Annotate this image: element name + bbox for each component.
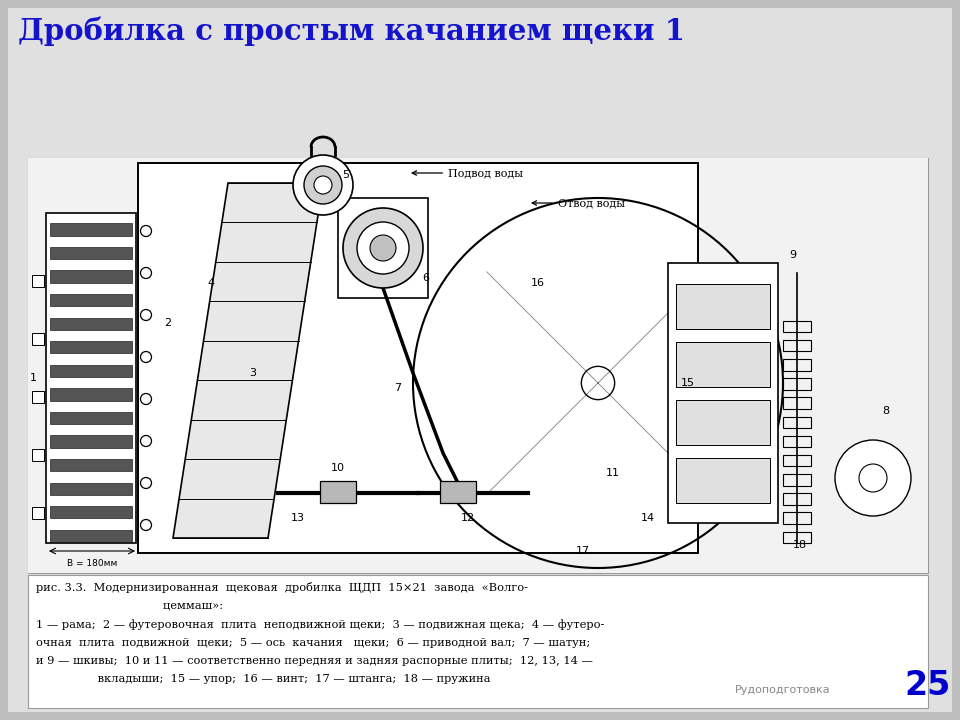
Text: 9: 9 — [789, 250, 797, 260]
Text: Дробилка с простым качанием щеки 1: Дробилка с простым качанием щеки 1 — [18, 17, 685, 47]
Bar — [50, 459, 132, 472]
Bar — [783, 531, 811, 543]
Text: 11: 11 — [606, 468, 620, 478]
FancyBboxPatch shape — [8, 8, 952, 712]
Circle shape — [140, 520, 152, 531]
Text: 7: 7 — [395, 383, 401, 393]
Text: 25: 25 — [905, 669, 951, 702]
Text: 16: 16 — [531, 278, 545, 288]
Bar — [50, 506, 132, 518]
Bar — [676, 342, 770, 387]
Text: 8: 8 — [882, 406, 890, 416]
Circle shape — [357, 222, 409, 274]
Circle shape — [140, 310, 152, 320]
Bar — [32, 449, 44, 461]
Bar — [50, 482, 132, 495]
Bar — [50, 247, 132, 259]
Text: 18: 18 — [793, 540, 807, 550]
Bar — [676, 400, 770, 445]
Bar — [783, 320, 811, 332]
Bar — [32, 275, 44, 287]
Circle shape — [314, 176, 332, 194]
Bar — [50, 388, 132, 400]
Text: Подвод воды: Подвод воды — [412, 168, 523, 178]
Text: 1: 1 — [30, 373, 36, 383]
Bar — [320, 481, 356, 503]
Bar — [28, 575, 928, 708]
Circle shape — [370, 235, 396, 261]
Text: 2: 2 — [164, 318, 172, 328]
Text: 4: 4 — [207, 278, 215, 288]
Bar — [783, 455, 811, 467]
Circle shape — [293, 155, 353, 215]
Circle shape — [304, 166, 342, 204]
Text: цеммаш»:: цеммаш»: — [36, 600, 223, 611]
Text: 1 — рама;  2 — футеровочная  плита  неподвижной щеки;  3 — подвижная щека;  4 — : 1 — рама; 2 — футеровочная плита неподви… — [36, 619, 605, 630]
Bar — [28, 158, 928, 573]
Circle shape — [343, 208, 423, 288]
Bar — [783, 378, 811, 390]
Circle shape — [140, 477, 152, 488]
Bar — [28, 158, 928, 573]
Circle shape — [140, 394, 152, 405]
Text: рис. 3.3.  Модернизированная  щековая  дробилка  ЩДП  15×21  завода  «Волго-: рис. 3.3. Модернизированная щековая дроб… — [36, 582, 528, 593]
Bar — [50, 271, 132, 283]
Bar — [46, 213, 136, 543]
Bar — [783, 513, 811, 524]
Text: 12: 12 — [461, 513, 475, 523]
Bar — [50, 318, 132, 330]
Text: 14: 14 — [641, 513, 655, 523]
Circle shape — [140, 436, 152, 446]
Text: 3: 3 — [250, 368, 256, 378]
Text: 15: 15 — [681, 378, 695, 388]
Bar — [50, 365, 132, 377]
Text: очная  плита  подвижной  щеки;  5 — ось  качания   щеки;  6 — приводной вал;  7 : очная плита подвижной щеки; 5 — ось кача… — [36, 637, 590, 647]
Text: 5: 5 — [343, 170, 349, 180]
Bar — [50, 436, 132, 448]
Text: 10: 10 — [331, 463, 345, 473]
Bar — [32, 391, 44, 403]
Text: 13: 13 — [291, 513, 305, 523]
Bar — [783, 436, 811, 447]
Text: 6: 6 — [422, 273, 429, 283]
Bar — [783, 359, 811, 371]
Circle shape — [140, 225, 152, 236]
Text: Отвод воды: Отвод воды — [532, 198, 625, 208]
Polygon shape — [173, 183, 323, 538]
Bar — [668, 263, 778, 523]
Bar — [50, 341, 132, 354]
Bar — [676, 284, 770, 329]
Text: вкладыши;  15 — упор;  16 — винт;  17 — штанга;  18 — пружина: вкладыши; 15 — упор; 16 — винт; 17 — шта… — [36, 675, 491, 685]
Text: и 9 — шкивы;  10 и 11 — соответственно передняя и задняя распорные плиты;  12, 1: и 9 — шкивы; 10 и 11 — соответственно пе… — [36, 656, 593, 666]
Bar — [676, 458, 770, 503]
Text: B = 180мм: B = 180мм — [67, 559, 117, 568]
Circle shape — [140, 351, 152, 362]
Bar — [440, 481, 476, 503]
Bar — [783, 397, 811, 409]
Bar — [138, 163, 698, 553]
Circle shape — [140, 268, 152, 279]
Bar — [338, 198, 428, 298]
Bar — [32, 507, 44, 519]
Bar — [783, 416, 811, 428]
Circle shape — [835, 440, 911, 516]
Bar — [32, 333, 44, 345]
Bar — [50, 294, 132, 306]
Bar — [50, 412, 132, 424]
Bar — [50, 530, 132, 542]
Text: Рудоподготовка: Рудоподготовка — [735, 685, 830, 695]
Bar — [783, 340, 811, 351]
Bar — [783, 474, 811, 485]
Text: 17: 17 — [576, 546, 590, 556]
Bar — [50, 223, 132, 235]
Bar — [783, 493, 811, 505]
